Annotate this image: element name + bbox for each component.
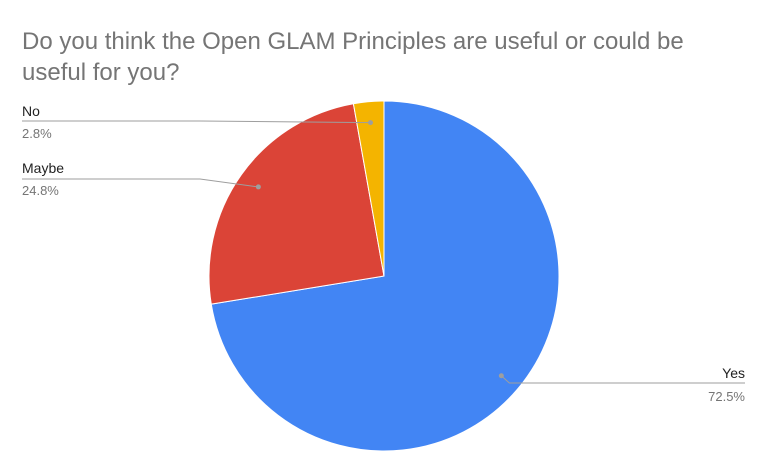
pie-labels: Yes 72.5% Maybe 24.8% No 2.8%: [22, 103, 745, 404]
slice-label-yes: Yes: [722, 365, 745, 381]
slice-percent-no: 2.8%: [22, 126, 52, 141]
chart-title: Do you think the Open GLAM Principles ar…: [22, 28, 684, 86]
leader-line-yes: [500, 375, 745, 384]
slice-label-no: No: [22, 103, 40, 119]
slice-label-maybe: Maybe: [22, 160, 64, 176]
leader-line-no: [22, 120, 371, 124]
pie-slice-yes: [210, 100, 560, 452]
pie-leader-lines: [22, 120, 745, 384]
pie-slices: [208, 100, 560, 452]
pie-slice-maybe: [208, 103, 385, 305]
pie-slice-no: [352, 100, 385, 277]
slice-percent-maybe: 24.8%: [22, 183, 59, 198]
slice-percent-yes: 72.5%: [708, 389, 745, 404]
leader-line-maybe: [22, 178, 259, 188]
